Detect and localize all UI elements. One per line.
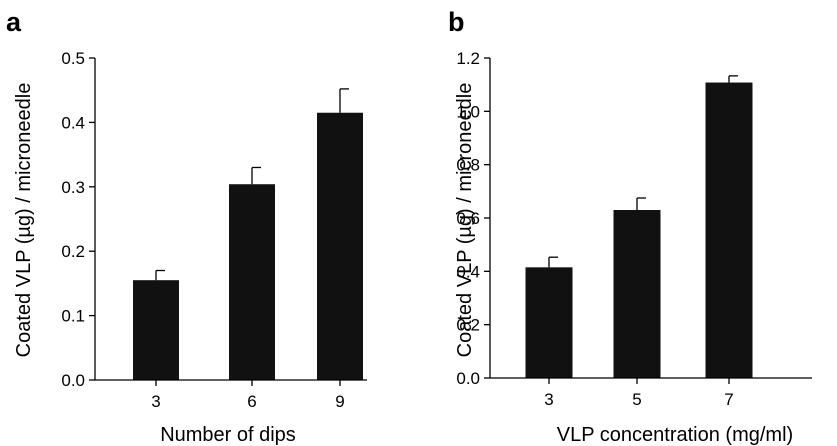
x-tick-label-a: 3 [151, 392, 160, 411]
bar-b-5 [613, 210, 661, 378]
y-tick-label-b: 1.0 [456, 102, 480, 121]
y-tick-label-b: 0.2 [456, 316, 480, 335]
y-tick-label-a: 0.0 [61, 371, 85, 390]
x-axis-title-a: Number of dips [160, 424, 296, 446]
x-tick-label-a: 6 [247, 392, 256, 411]
y-axis-title-a: Coated VLP (µg) / microneedle [13, 83, 35, 358]
x-tick-label-b: 3 [544, 390, 553, 409]
y-tick-label-b: 0.8 [456, 156, 480, 175]
y-tick-label-a: 0.5 [61, 49, 85, 68]
y-tick-label-b: 1.2 [456, 49, 480, 68]
y-tick-labels-a: 0.0 0.1 0.2 0.3 0.4 0.5 [61, 49, 85, 390]
axes-b [484, 57, 812, 384]
bars-b [525, 75, 753, 379]
x-tick-label-b: 5 [632, 390, 641, 409]
bar-a-3 [133, 280, 179, 380]
bar-a-9 [317, 112, 363, 381]
axes-a [89, 57, 367, 386]
bar-b-7 [705, 82, 753, 379]
y-tick-label-a: 0.1 [61, 307, 85, 326]
panel-label-a: a [6, 7, 22, 37]
bars-a [133, 88, 363, 381]
y-tick-label-a: 0.4 [61, 113, 85, 132]
bar-a-6 [229, 184, 275, 380]
y-tick-label-b: 0.6 [456, 209, 480, 228]
y-axis-title-b: Coated VLP (µg) / microneedle [454, 83, 476, 358]
x-tick-labels-a: 3 6 9 [151, 392, 344, 411]
y-tick-label-a: 0.3 [61, 178, 85, 197]
y-tick-labels-b: 0.0 0.2 0.4 0.6 0.8 1.0 1.2 [456, 49, 480, 388]
chart-panel-b: b 0.0 0.2 0.4 0.6 0.8 1.0 1.2 3 5 7 VLP concentr… [448, 7, 812, 446]
y-tick-label-b: 0.0 [456, 369, 480, 388]
x-tick-label-b: 7 [724, 390, 733, 409]
x-axis-title-b: VLP concentration (mg/ml) [557, 424, 793, 446]
x-tick-labels-b: 3 5 7 [544, 390, 733, 409]
y-tick-label-a: 0.2 [61, 242, 85, 261]
bar-b-3 [525, 267, 573, 378]
panel-label-b: b [448, 7, 465, 37]
x-tick-label-a: 9 [335, 392, 344, 411]
y-tick-label-b: 0.4 [456, 262, 480, 281]
